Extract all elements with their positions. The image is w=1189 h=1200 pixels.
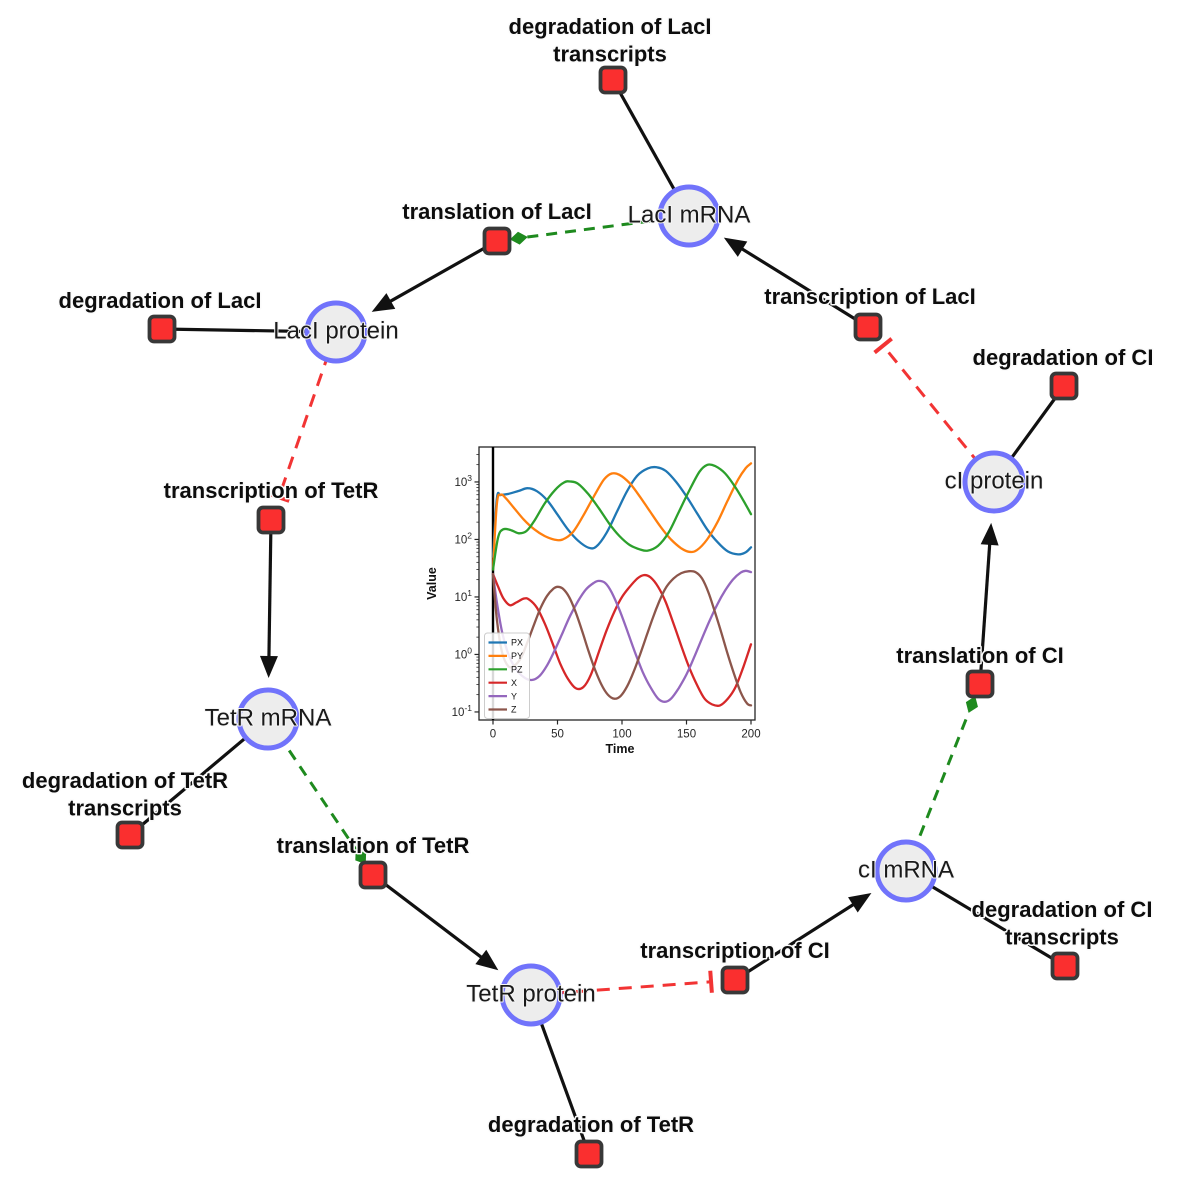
edge-transcription-of-tetr--tetr-mrna [259, 519, 278, 679]
species-label-laci-mrna: LacI mRNA [628, 201, 751, 228]
species-label-ci-protein: cI protein [945, 467, 1044, 494]
reaction-label-degradation-of-ci-line0: degradation of CI [973, 345, 1154, 370]
series-curve-Y [491, 569, 753, 703]
reaction-label-translation-of-tetr-line0: translation of TetR [277, 833, 470, 858]
species-node-tetr-protein[interactable] [499, 963, 563, 1027]
legend-label-Y: Y [511, 691, 517, 701]
reaction-label-translation-of-laci-line0: translation of LacI [402, 199, 591, 224]
reaction-node-degradation-of-tetr-transcripts[interactable] [115, 820, 145, 850]
series-curve-PZ [491, 463, 753, 571]
series-curve-Z [491, 569, 753, 707]
reaction-label-degradation-of-tetr-transcripts-line1: transcripts [68, 795, 182, 820]
edge-translation-of-tetr--tetr-protein [372, 873, 499, 971]
nodes-layer [115, 65, 1080, 1169]
reaction-node-degradation-of-ci[interactable] [1049, 371, 1079, 401]
legend-label-Z: Z [511, 705, 517, 715]
plot-legend: PX PY PZ XYZ [484, 632, 530, 719]
inhibition-tee-icon [873, 337, 893, 355]
series-curve-PY [491, 462, 753, 571]
species-label-tetr-mrna: TetR mRNA [205, 704, 332, 731]
edge-transcription-of-laci--laci-mrna [723, 237, 869, 329]
edge-transcription-of-ci--ci-mrna [734, 893, 872, 982]
reaction-label-degradation-of-ci-transcripts-line0: degradation of CI [972, 897, 1153, 922]
reaction-node-transcription-of-laci[interactable] [853, 312, 883, 342]
reaction-label-translation-of-ci-line0: translation of CI [896, 643, 1063, 668]
x-tick-label: 50 [551, 729, 564, 741]
species-node-ci-mrna[interactable] [874, 839, 938, 903]
x-axis-title: Time [606, 742, 635, 756]
reaction-label-degradation-of-tetr-transcripts-line0: degradation of TetR [22, 768, 228, 793]
reaction-node-transcription-of-ci[interactable] [720, 965, 750, 995]
x-tick-label: 150 [677, 729, 696, 741]
reaction-label-degradation-of-laci-line0: degradation of LacI [59, 288, 262, 313]
reaction-node-degradation-of-tetr[interactable] [574, 1139, 604, 1169]
reaction-node-translation-of-tetr[interactable] [358, 860, 388, 890]
reaction-label-degradation-of-tetr-line0: degradation of TetR [488, 1112, 694, 1137]
reaction-node-translation-of-laci[interactable] [482, 226, 512, 256]
species-node-laci-mrna[interactable] [657, 184, 721, 248]
reaction-label-degradation-of-laci-transcripts-line0: degradation of LacI [509, 14, 712, 39]
x-tick-label: 100 [612, 729, 631, 741]
y-tick-label: 102 [454, 530, 472, 546]
reaction-node-degradation-of-laci-transcripts[interactable] [598, 65, 628, 95]
reaction-label-degradation-of-laci-transcripts-line1: transcripts [553, 41, 667, 66]
arrowhead-icon [475, 949, 499, 971]
species-node-ci-protein[interactable] [962, 450, 1026, 514]
reaction-node-degradation-of-ci-transcripts[interactable] [1050, 951, 1080, 981]
species-node-tetr-mrna[interactable] [236, 687, 300, 751]
species-label-laci-protein: LacI protein [273, 317, 398, 344]
species-label-ci-mrna: cI mRNA [858, 856, 954, 883]
x-tick-label: 200 [741, 729, 760, 741]
edge-translation-of-laci--laci-protein [371, 239, 498, 312]
arrowhead-icon [723, 237, 748, 257]
species-node-laci-protein[interactable] [304, 300, 368, 364]
legend-label-X: X [511, 678, 517, 688]
diamond-arrowhead-icon [355, 849, 367, 865]
edge-translation-of-ci--ci-protein [978, 522, 999, 685]
inhibition-tee-icon [708, 970, 714, 993]
arrowhead-icon [371, 293, 396, 312]
y-tick-label: 10-1 [452, 703, 473, 719]
reaction-label-degradation-of-ci-transcripts-line1: transcripts [1005, 924, 1119, 949]
legend-label-PX: PX [511, 638, 523, 648]
diamond-arrowhead-icon [965, 696, 978, 713]
species-label-tetr-protein: TetR protein [466, 980, 595, 1007]
x-tick-label: 0 [490, 729, 496, 741]
reaction-node-degradation-of-laci[interactable] [147, 314, 177, 344]
inhibition-tee-icon [267, 491, 290, 503]
reaction-node-translation-of-ci[interactable] [965, 669, 995, 699]
legend-label-PY: PY [511, 651, 523, 661]
labels-layer: degradation of LacItranscriptstranslatio… [20, 12, 1155, 1138]
reaction-label-transcription-of-laci-line0: transcription of LacI [764, 284, 975, 309]
reaction-label-transcription-of-tetr-line0: transcription of TetR [164, 478, 379, 503]
y-tick-label: 100 [454, 645, 472, 661]
y-axis-title: Value [425, 567, 439, 600]
reaction-node-transcription-of-tetr[interactable] [256, 505, 286, 535]
arrowhead-icon [980, 522, 999, 546]
y-tick-label: 101 [454, 588, 472, 604]
diamond-arrowhead-icon [509, 231, 528, 245]
y-tick-label: 103 [454, 473, 472, 489]
reaction-label-transcription-of-ci-line0: transcription of CI [640, 938, 829, 963]
arrowhead-icon [848, 893, 872, 913]
arrowhead-icon [259, 655, 278, 679]
legend-label-PZ: PZ [511, 665, 523, 675]
